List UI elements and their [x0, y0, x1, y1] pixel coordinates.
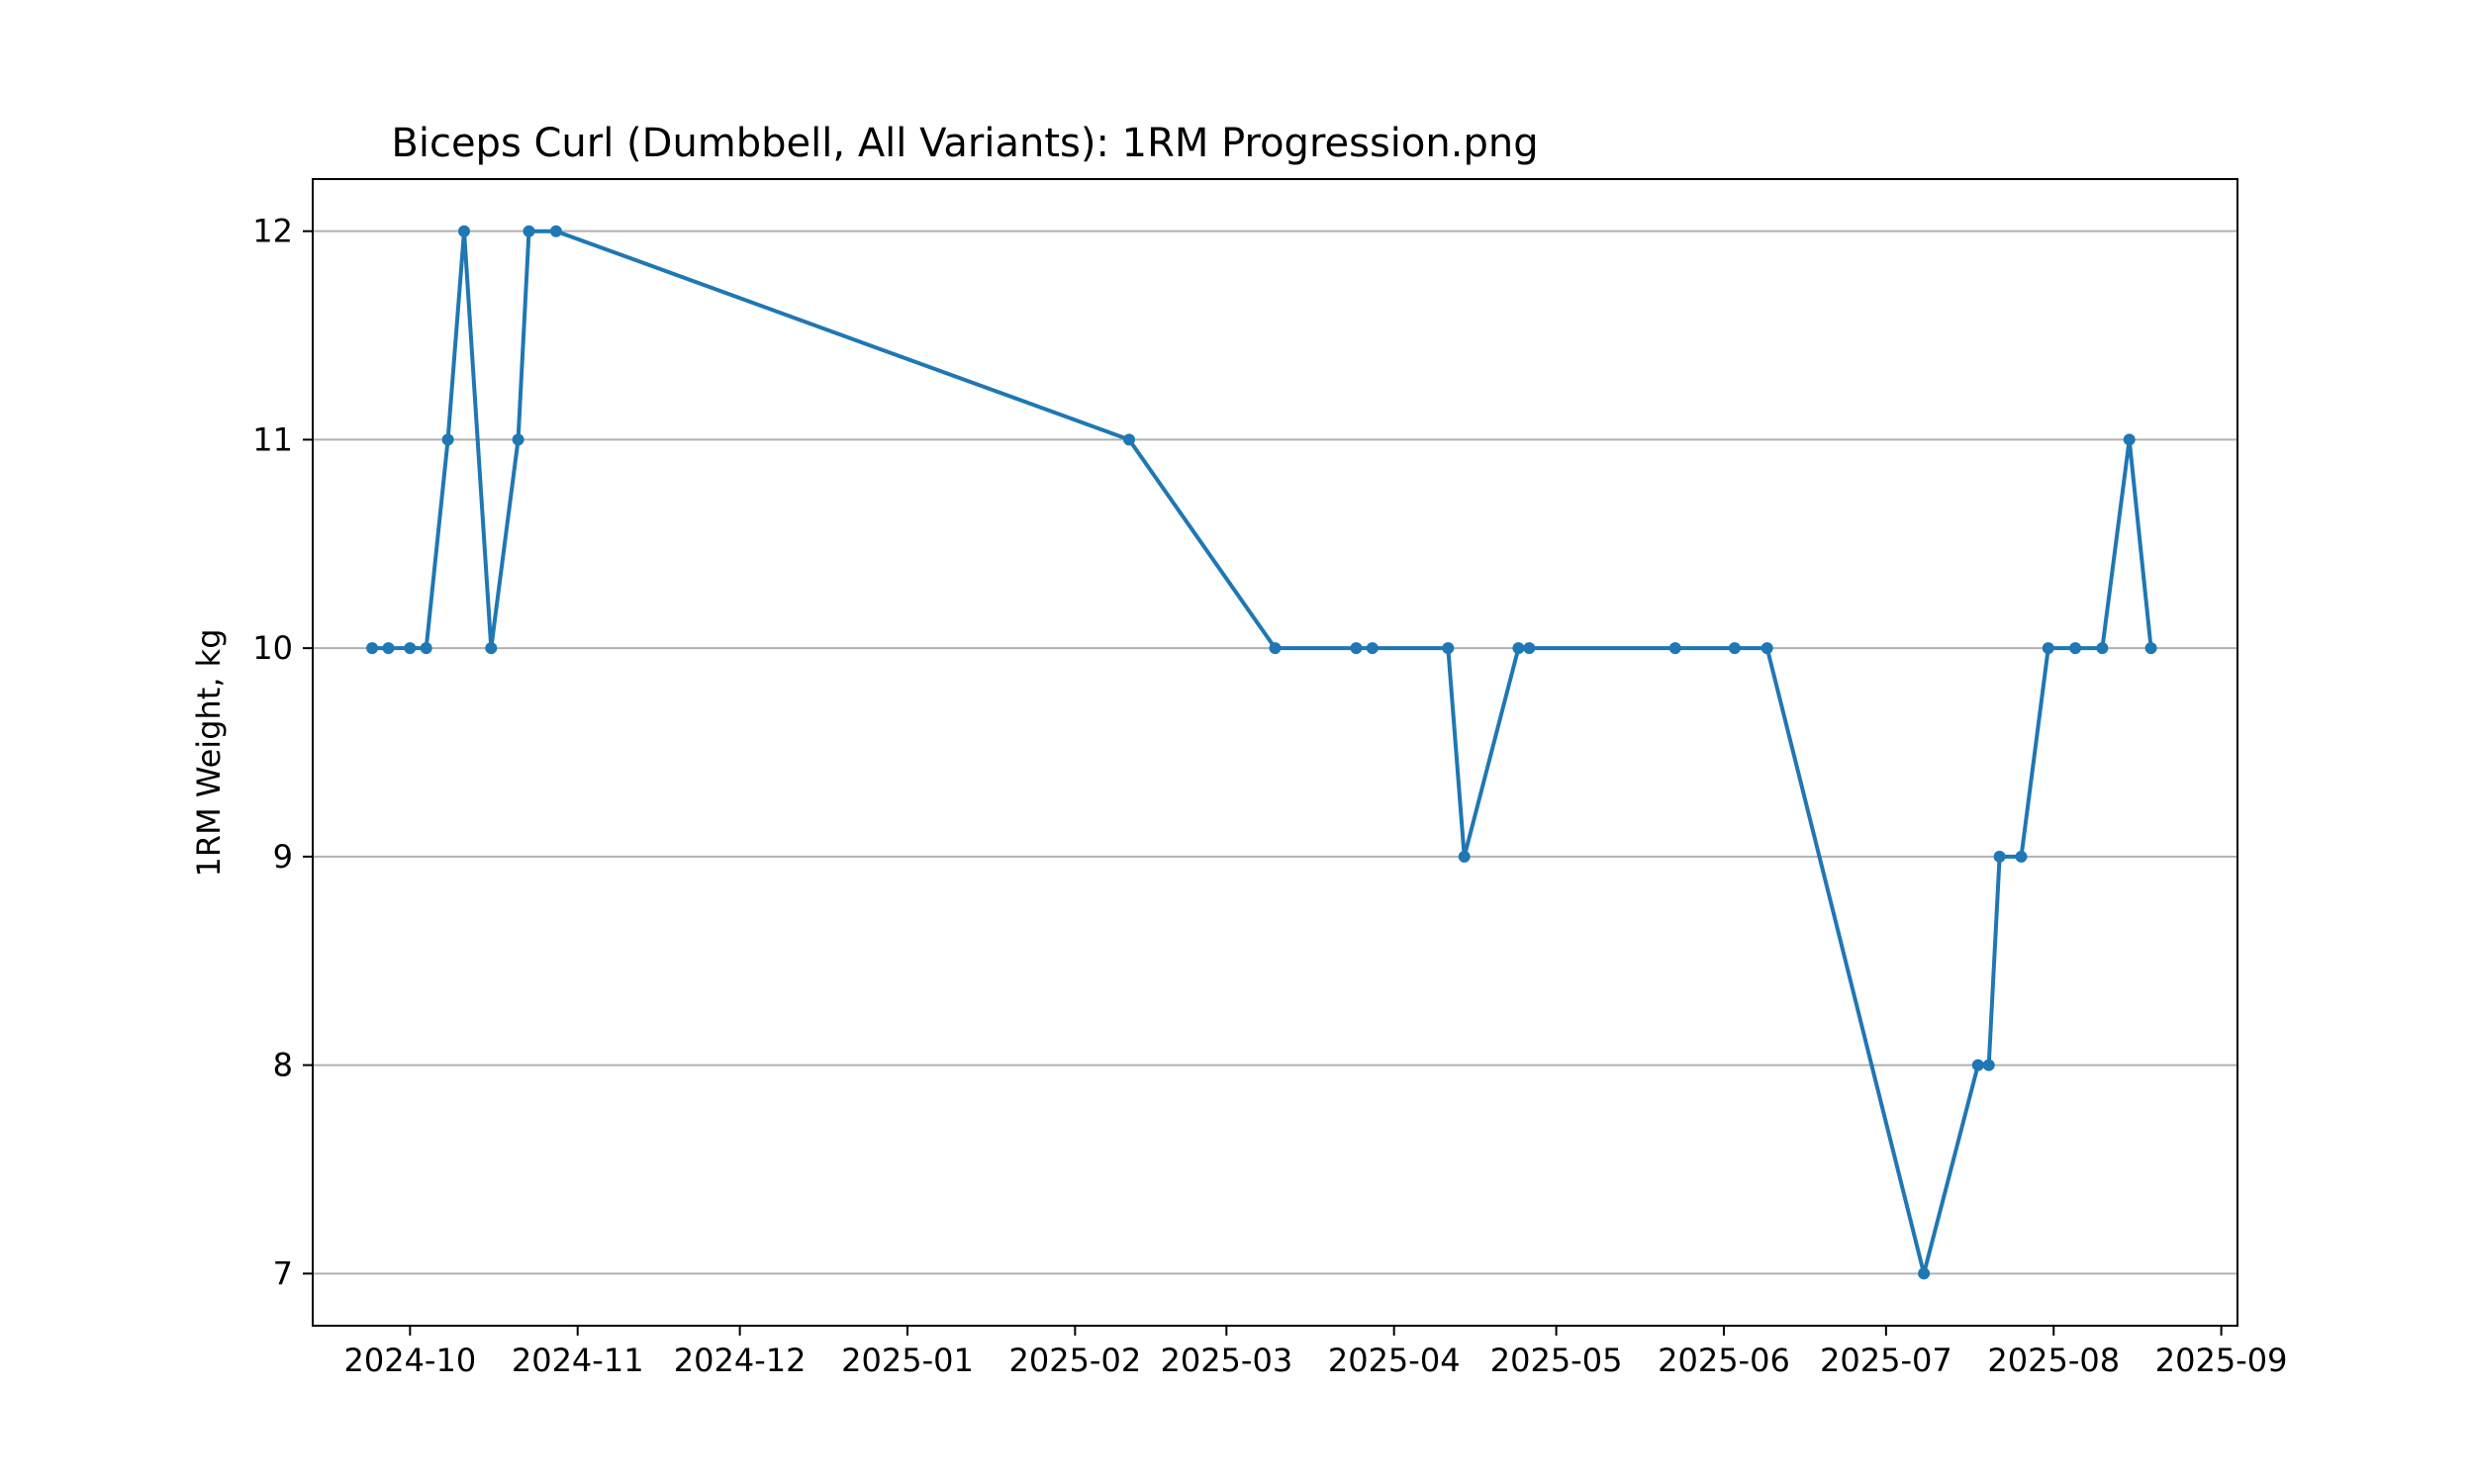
x-tick-label: 2025-02: [1008, 1342, 1141, 1379]
data-point: [382, 642, 395, 655]
data-point: [2123, 433, 2136, 446]
x-tick-label: 2025-07: [1820, 1342, 1952, 1379]
data-point: [512, 433, 524, 446]
data-point: [1971, 1059, 1984, 1071]
x-tick-label: 2024-10: [343, 1342, 476, 1379]
y-axis-ticks: 7 8 9 10 11 12: [252, 213, 313, 1292]
data-point: [1982, 1059, 1995, 1071]
data-point: [1668, 642, 1681, 655]
x-tick-label: 2025-03: [1160, 1342, 1292, 1379]
x-tick-label: 2024-12: [674, 1342, 807, 1379]
data-point: [1918, 1267, 1931, 1280]
data-point: [404, 642, 417, 655]
x-tick-label: 2025-08: [1987, 1342, 2120, 1379]
data-point: [1523, 642, 1536, 655]
data-point: [441, 433, 454, 446]
series-layer: [366, 225, 2157, 1280]
y-tick-label: 12: [252, 213, 293, 250]
gridlines: [313, 230, 2237, 1275]
y-axis-label: 1RM Weight, kg: [190, 628, 228, 877]
plot-frame: [312, 178, 2238, 1327]
y-tick-label: 10: [252, 629, 293, 667]
chart-title: Biceps Curl (Dumbbell, All Variants): 1R…: [391, 121, 1538, 166]
y-tick-label: 9: [273, 838, 293, 876]
data-point: [458, 225, 470, 237]
data-point: [2069, 642, 2082, 655]
x-tick-label: 2024-11: [512, 1342, 644, 1379]
x-axis-ticks: 2024-10 2024-11 2024-12 2025-01 2025-02 2025-…: [343, 1326, 2287, 1379]
x-tick-label: 2025-06: [1658, 1342, 1790, 1379]
data-point: [2096, 642, 2109, 655]
data-point: [2015, 850, 2028, 863]
x-tick-label: 2025-05: [1490, 1342, 1623, 1379]
data-point: [366, 642, 379, 655]
data-point: [523, 225, 535, 237]
data-point: [420, 642, 432, 655]
x-tick-label: 2025-09: [2155, 1342, 2288, 1379]
y-tick-label: 7: [273, 1254, 293, 1292]
y-tick-label: 11: [252, 420, 293, 458]
data-point: [1442, 642, 1455, 655]
y-tick-label: 8: [273, 1047, 293, 1084]
data-point: [1458, 850, 1471, 863]
data-point: [1728, 642, 1741, 655]
data-point: [485, 642, 498, 655]
x-tick-label: 2025-04: [1328, 1342, 1461, 1379]
series-line: [372, 229, 2153, 1276]
data-point: [1123, 433, 1135, 446]
data-point: [2144, 642, 2157, 655]
data-point: [1269, 642, 1282, 655]
data-point: [549, 225, 562, 237]
data-point: [1366, 642, 1379, 655]
data-point: [1350, 642, 1363, 655]
data-point: [2042, 642, 2054, 655]
data-point: [1760, 642, 1773, 655]
data-point: [1512, 642, 1525, 655]
data-point: [1993, 850, 2006, 863]
x-tick-label: 2025-01: [841, 1342, 974, 1379]
